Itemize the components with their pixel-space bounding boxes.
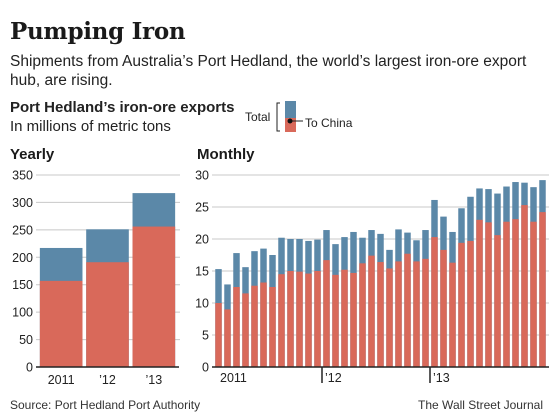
monthly-bar-china (530, 221, 537, 367)
monthly-bar-china (494, 235, 501, 367)
monthly-x-tick-label: ’12 (325, 371, 342, 385)
monthly-bar-china (278, 274, 285, 367)
monthly-bar-china (350, 272, 357, 367)
monthly-bar-china (377, 262, 384, 367)
monthly-bar-china (422, 258, 429, 367)
monthly-bar-china (539, 212, 546, 367)
monthly-bar-china (386, 268, 393, 367)
publisher-credit: The Wall Street Journal (418, 398, 543, 412)
yearly-x-tick-label: ’12 (99, 373, 116, 387)
yearly-x-axis: 2011 ’12 ’13 (36, 366, 179, 387)
monthly-bar-china (323, 260, 330, 367)
yearly-y-tick-label: 100 (12, 306, 33, 320)
page-title: Pumping Iron (10, 18, 186, 45)
monthly-x-tick-label: 2011 (220, 371, 247, 385)
monthly-bar-china (242, 293, 249, 367)
yearly-y-tick-label: 150 (12, 278, 33, 292)
monthly-bars (215, 180, 546, 367)
monthly-bar-china (404, 253, 411, 367)
chart-unit-label: In millions of metric tons (10, 118, 171, 135)
monthly-bar-china (305, 273, 312, 367)
monthly-y-tick-label: 0 (202, 361, 209, 375)
monthly-bar-china (260, 282, 267, 367)
yearly-y-tick-label: 0 (26, 361, 33, 375)
monthly-bar-china (296, 271, 303, 367)
monthly-bar-china (413, 261, 420, 367)
monthly-bar-china (485, 222, 492, 367)
monthly-bar-china (287, 271, 294, 367)
monthly-y-tick-label: 30 (195, 169, 209, 183)
yearly-bar-china (86, 262, 129, 367)
monthly-bar-china (503, 221, 510, 367)
legend-graphic (276, 101, 303, 132)
legend-bracket (276, 102, 280, 132)
monthly-y-tick-label: 25 (195, 201, 209, 215)
monthly-bar-china (215, 303, 222, 367)
monthly-bar-china (224, 309, 231, 367)
monthly-bar-china (332, 274, 339, 367)
monthly-bar-china (512, 219, 519, 367)
source-note: Source: Port Hedland Port Authority (10, 398, 201, 412)
monthly-bar-china (521, 205, 528, 367)
monthly-bar-china (449, 262, 456, 367)
monthly-y-tick-label: 10 (195, 297, 209, 311)
legend-total-swatch (285, 101, 296, 118)
monthly-x-tick-label: ’13 (433, 371, 450, 385)
monthly-bar-china (458, 242, 465, 367)
monthly-bar-china (341, 269, 348, 367)
monthly-y-tick-label: 5 (202, 329, 209, 343)
monthly-y-tick-label: 15 (195, 265, 209, 279)
monthly-x-axis: 2011 ’12 ’13 (212, 366, 549, 385)
monthly-bar-china (233, 287, 240, 367)
page-subtitle: Shipments from Australia’s Port Hedland,… (10, 53, 527, 89)
yearly-bar-china (39, 280, 83, 367)
yearly-y-tick-label: 200 (12, 251, 33, 265)
legend-total-label: Total (245, 110, 271, 124)
legend-pointer-dot (287, 118, 293, 124)
monthly-panel-title: Monthly (197, 146, 255, 163)
monthly-bar-china (368, 255, 375, 367)
legend-china-swatch (285, 118, 296, 132)
monthly-bar-china (440, 249, 447, 367)
monthly-y-tick-label: 20 (195, 233, 209, 247)
monthly-bar-china (467, 240, 474, 367)
yearly-y-tick-labels: 0 50 100 150 200 250 300 350 (12, 169, 33, 375)
monthly-y-tick-labels: 0 5 10 15 20 25 30 (195, 169, 209, 375)
monthly-bar-china (431, 237, 438, 367)
monthly-bar-china (251, 285, 258, 367)
yearly-y-tick-label: 250 (12, 223, 33, 237)
monthly-bar-china (359, 263, 366, 367)
yearly-bar-china (132, 226, 176, 367)
yearly-x-tick-label: 2011 (48, 373, 75, 387)
monthly-bar-china (476, 219, 483, 367)
chart-title: Port Hedland’s iron-ore exports (10, 99, 235, 116)
yearly-y-tick-label: 50 (19, 333, 33, 347)
monthly-bar-china (395, 261, 402, 367)
yearly-bars (39, 193, 176, 367)
yearly-y-tick-label: 300 (12, 196, 33, 210)
yearly-panel-title: Yearly (10, 146, 55, 163)
monthly-bar-china (269, 287, 276, 367)
legend-china-label: To China (305, 116, 353, 130)
yearly-x-tick-label: ’13 (145, 373, 162, 387)
yearly-y-tick-label: 350 (12, 169, 33, 183)
monthly-bar-china (314, 271, 321, 367)
